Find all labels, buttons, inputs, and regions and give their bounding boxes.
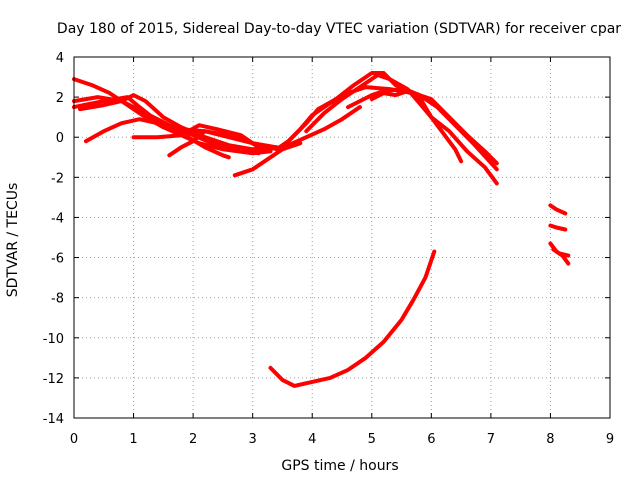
series-arc-13 [369,89,422,102]
y-tick-label: -6 [51,252,64,267]
series-arc-4 [78,93,279,152]
series-arc-10 [280,71,499,172]
chart-title: Day 180 of 2015, Sidereal Day-to-day VTE… [57,21,621,37]
y-tick-label: -8 [51,292,64,307]
x-tick-label: 7 [487,432,495,447]
y-tick-label: 0 [56,131,64,146]
series-arc-7 [167,129,279,158]
x-tick-label: 2 [189,432,197,447]
y-tick-label: 2 [56,91,64,106]
x-axis-label: GPS time / hours [281,458,398,474]
series-arc-18 [551,247,571,258]
x-tick-label: 6 [427,432,435,447]
x-tick-label: 0 [70,432,78,447]
y-tick-label: 4 [56,51,64,66]
x-tick-label: 3 [249,432,257,447]
y-tick-label: -10 [43,332,64,347]
series-arc-15 [548,203,568,216]
x-tick-label: 5 [368,432,376,447]
x-tick-label: 1 [129,432,137,447]
y-axis-label: SDTVAR / TECUs [5,183,21,298]
series-arc-16 [548,223,568,232]
series-arc-14 [268,249,437,388]
x-tick-label: 8 [546,432,554,447]
series-layer [72,71,571,388]
y-tick-label: -4 [51,211,64,226]
x-tick-label: 9 [606,432,614,447]
y-tick-label: -12 [43,372,64,387]
series-arc-8 [232,105,362,178]
tick-layer: 0 1 2 3 4 5 6 7 8 9 -14 -12 -10 -8 -6 -4 -2 0 2 4 [43,51,614,447]
y-tick-label: -2 [51,171,64,186]
plot-border [73,56,611,419]
y-tick-label: -14 [43,412,64,427]
x-tick-label: 4 [308,432,316,447]
